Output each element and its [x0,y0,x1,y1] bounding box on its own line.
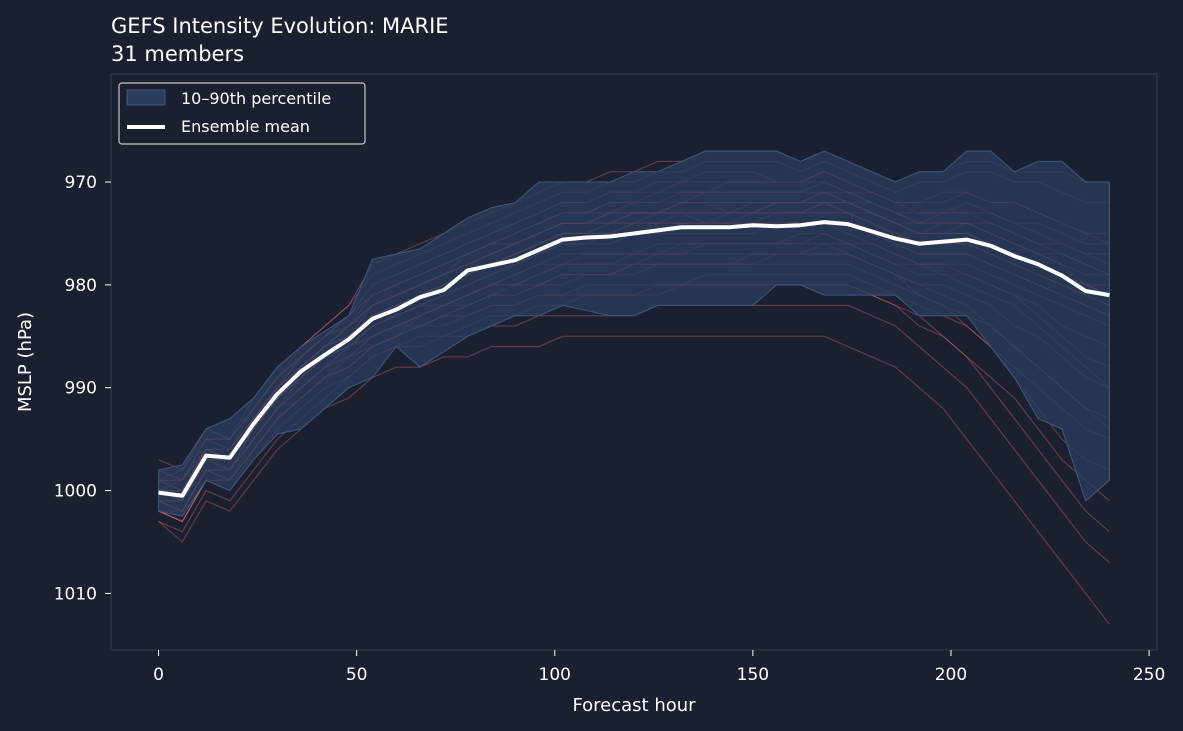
plot-frame [110,73,1158,651]
percentile-band [158,150,1110,517]
y-axis-label: MSLP (hPa) [15,312,36,412]
legend-band-label: 10–90th percentile [181,89,331,108]
x-tick-label: 100 [539,665,571,685]
y-tick-label: 970 [65,173,97,193]
chart-subtitle: 31 members [111,42,244,66]
legend-band-swatch [126,89,166,106]
x-axis: 0 50 100 150 200 250 [153,650,1165,685]
x-tick-label: 0 [153,665,164,685]
x-tick-label: 200 [935,665,967,685]
y-tick-label: 1000 [54,482,97,502]
y-tick-label: 1010 [54,584,97,604]
ensemble-mean-line [158,220,1110,498]
y-tick-label: 990 [65,379,97,399]
x-tick-label: 150 [737,665,769,685]
x-tick-label: 50 [346,665,368,685]
x-tick-label: 250 [1133,665,1165,685]
y-axis: 970 980 990 1000 1010 [54,173,111,604]
legend-mean-label: Ensemble mean [181,117,310,136]
chart-title: GEFS Intensity Evolution: MARIE [111,14,449,38]
legend-box [118,82,366,145]
y-tick-label: 980 [65,276,97,296]
legend: 10–90th percentile Ensemble mean [118,82,366,145]
x-axis-label: Forecast hour [572,695,696,716]
